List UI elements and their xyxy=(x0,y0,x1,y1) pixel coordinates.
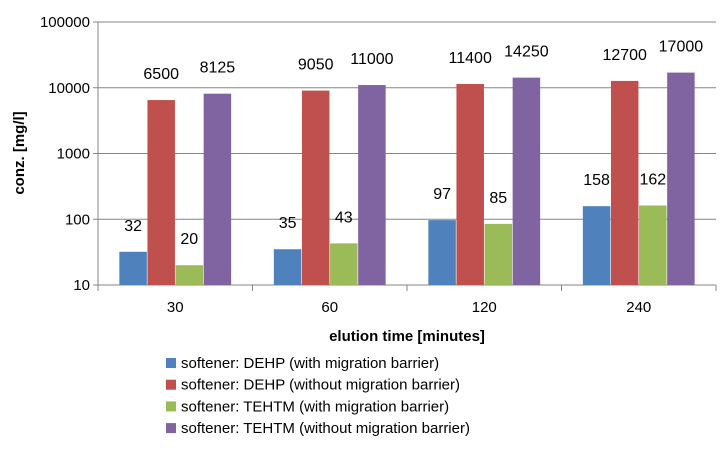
data-label: 9050 xyxy=(298,57,334,74)
x-tick-label: 60 xyxy=(321,299,338,316)
bar xyxy=(301,90,330,285)
data-labels: 32 35 97 158 6500 9050 11400 12700 20 43 85 162 8125… xyxy=(124,39,703,249)
x-tick-label: 30 xyxy=(167,299,184,316)
bar xyxy=(428,220,456,285)
data-label: 8125 xyxy=(200,60,236,77)
legend: softener: DEHP (with migration barrier) s… xyxy=(166,355,470,437)
y-tick-label: 10 xyxy=(73,277,90,294)
bar xyxy=(667,72,695,285)
data-label: 35 xyxy=(279,215,297,232)
bar xyxy=(639,205,667,285)
bar xyxy=(119,251,147,285)
data-label: 43 xyxy=(335,209,353,226)
data-label: 162 xyxy=(639,171,666,188)
data-label: 85 xyxy=(489,190,507,207)
x-tick-label: 120 xyxy=(472,299,497,316)
bar xyxy=(512,77,541,285)
y-tick-label: 100000 xyxy=(40,14,90,31)
data-label: 32 xyxy=(124,218,142,235)
data-label: 6500 xyxy=(143,66,179,83)
x-axis-title: elution time [minutes] xyxy=(329,328,485,345)
x-tick-label: 240 xyxy=(626,299,651,316)
bar xyxy=(147,100,175,285)
legend-label: softener: TEHTM (with migration barrier) xyxy=(181,398,449,415)
data-label: 97 xyxy=(433,186,451,203)
data-label: 20 xyxy=(180,231,198,248)
legend-label: softener: TEHTM (without migration barri… xyxy=(181,420,470,437)
data-label: 17000 xyxy=(659,39,704,56)
data-label: 12700 xyxy=(602,47,647,64)
y-axis-title: conz. [mg/l] xyxy=(11,111,28,194)
legend-swatch xyxy=(166,358,176,368)
data-label: 14250 xyxy=(504,44,549,61)
axes: 10 100 1000 10000 100000 30 60 120 240 xyxy=(40,14,717,316)
legend-label: softener: DEHP (with migration barrier) xyxy=(181,355,439,372)
bar xyxy=(610,80,639,286)
legend-swatch xyxy=(166,379,176,390)
bar xyxy=(582,206,611,285)
data-label: 11000 xyxy=(350,51,393,68)
legend-label: softener: DEHP (without migration barrie… xyxy=(181,377,460,394)
bar xyxy=(175,265,204,285)
bars xyxy=(119,72,695,286)
legend-swatch xyxy=(166,423,176,434)
bar xyxy=(484,223,513,285)
y-tick-label: 1000 xyxy=(57,146,90,163)
bar xyxy=(358,85,386,285)
data-label: 158 xyxy=(583,172,610,189)
legend-swatch xyxy=(166,401,176,412)
bar xyxy=(330,243,358,285)
bar xyxy=(203,93,232,286)
y-tick-label: 10000 xyxy=(48,80,90,97)
y-tick-label: 100 xyxy=(65,211,90,228)
bar xyxy=(273,249,302,285)
bar xyxy=(456,84,484,285)
data-label: 11400 xyxy=(449,50,492,67)
